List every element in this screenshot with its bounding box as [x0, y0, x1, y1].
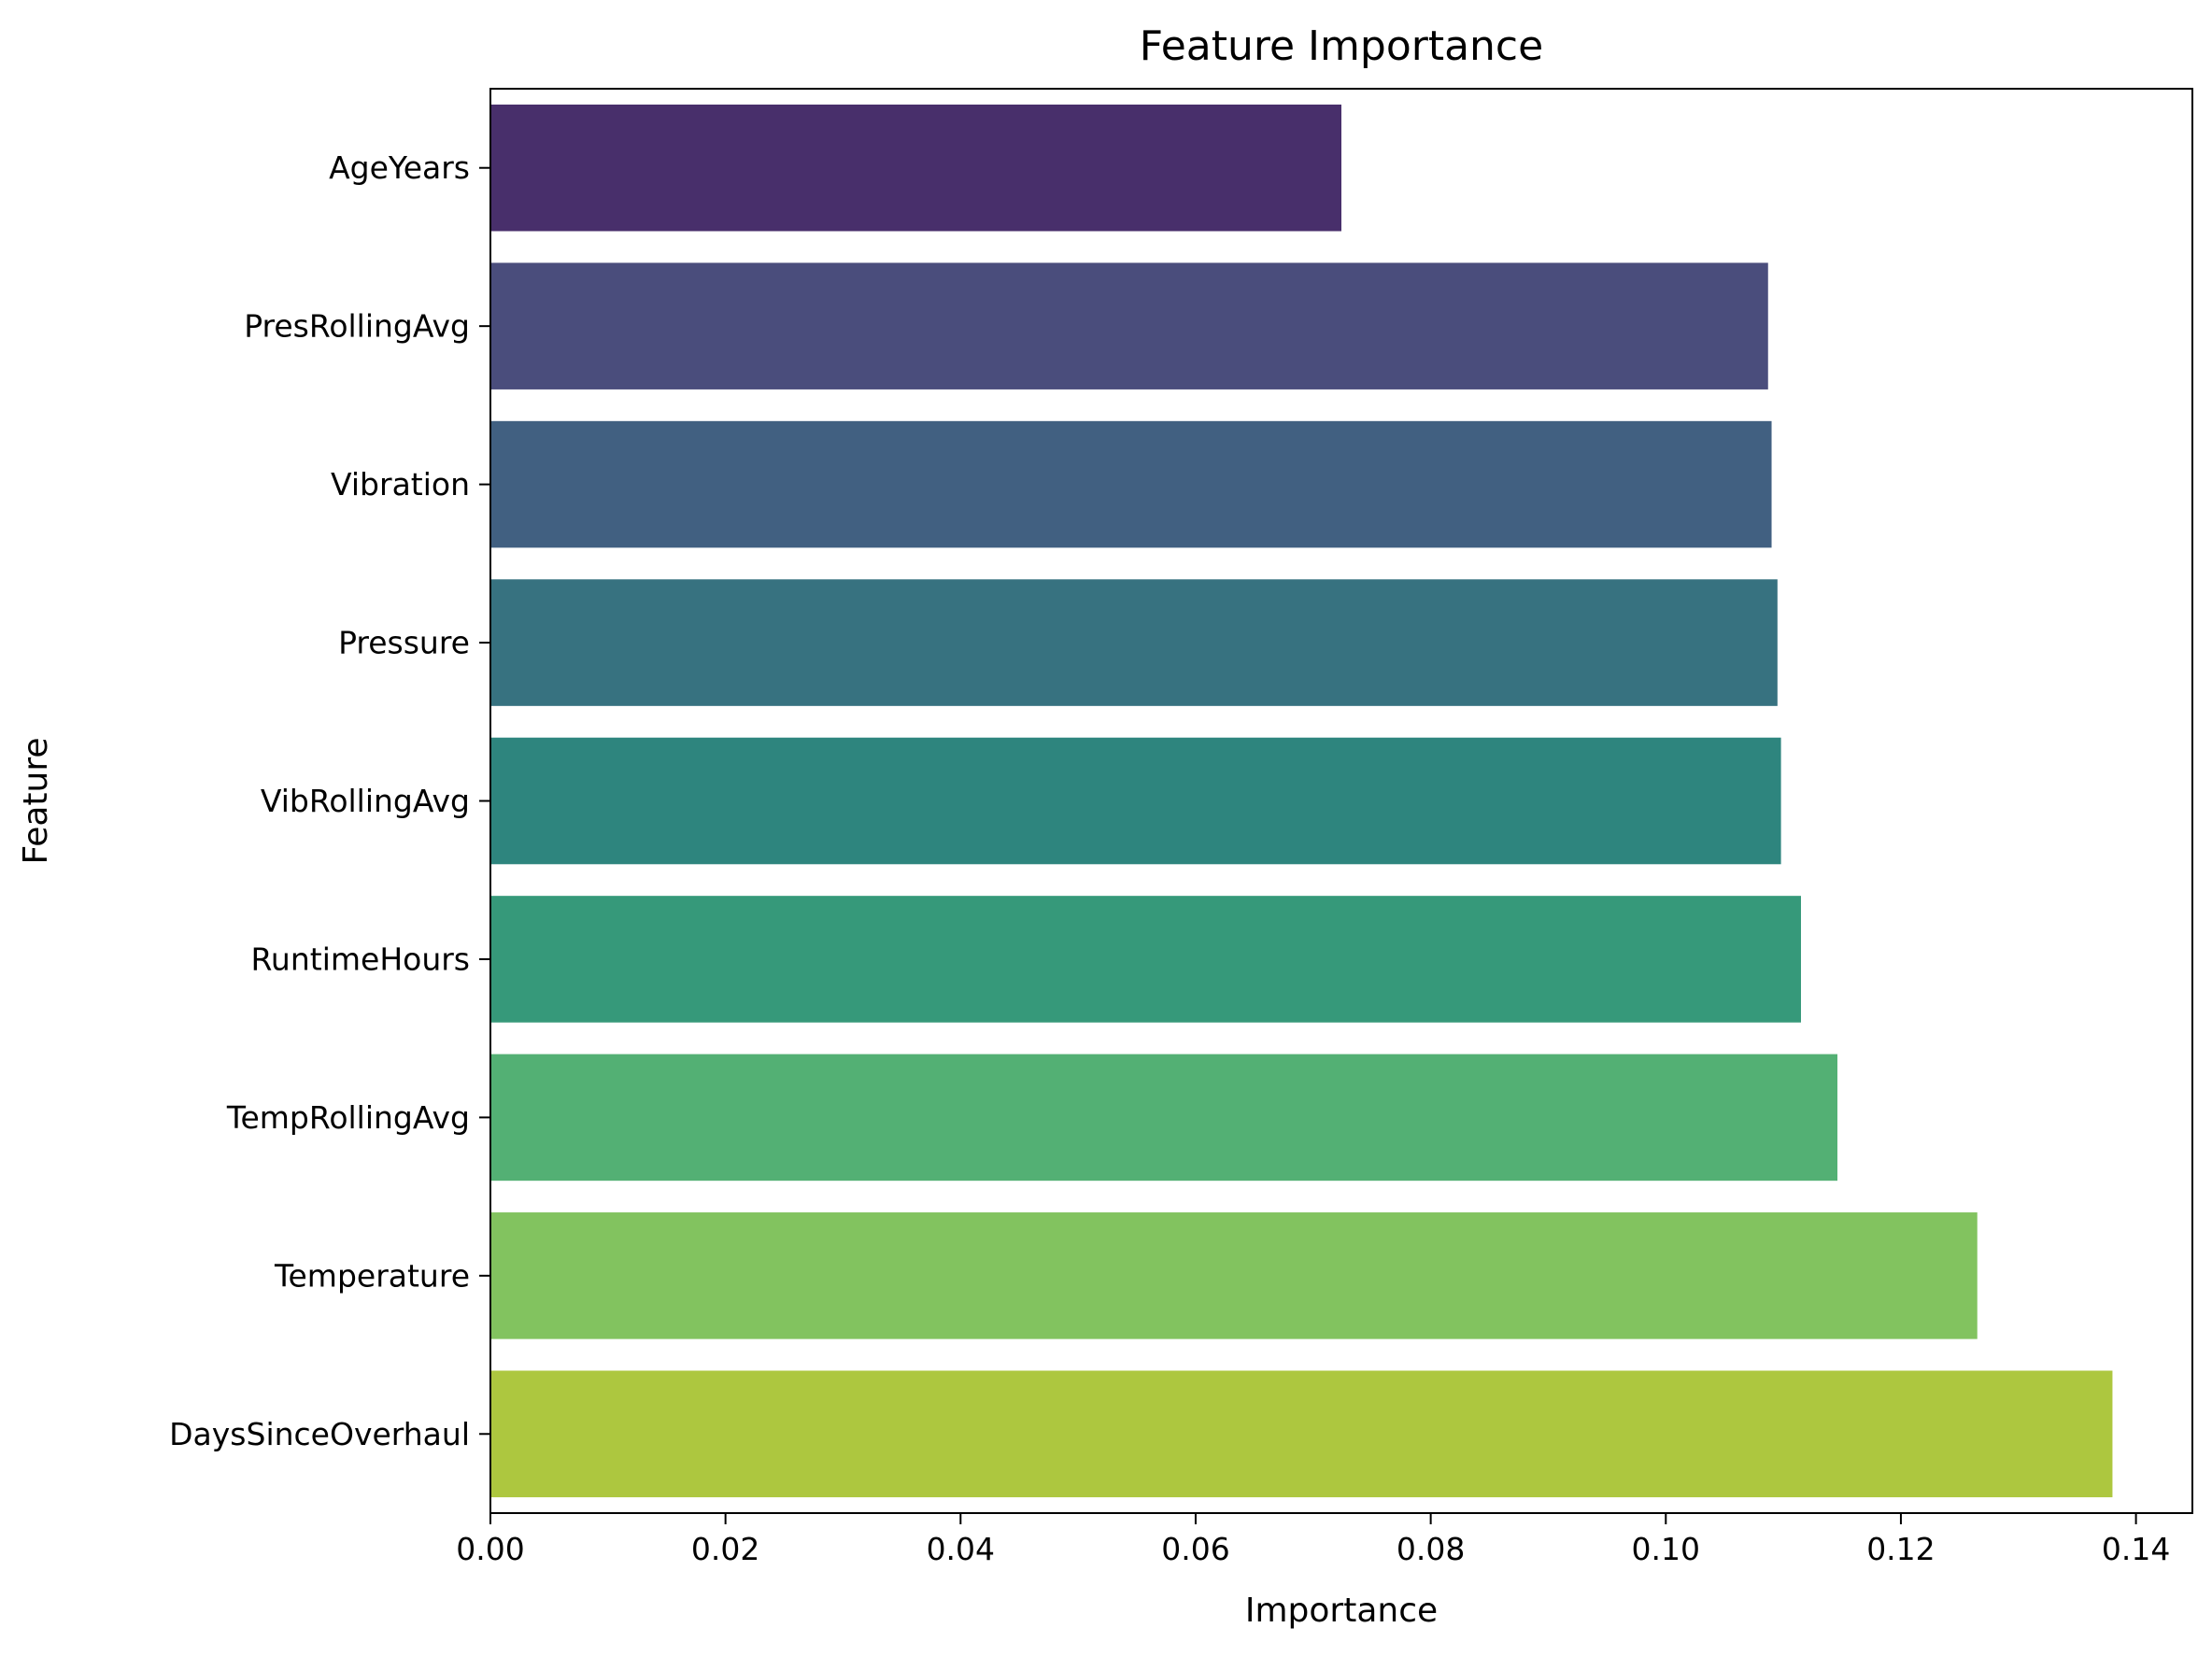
y-tick-label: VibRollingAvg [261, 783, 470, 819]
x-tick-label: 0.04 [927, 1531, 995, 1567]
y-tick-label: Pressure [338, 625, 470, 661]
bar-Temperature [490, 1212, 1978, 1339]
y-tick-label: Vibration [331, 466, 470, 502]
x-tick-label: 0.10 [1632, 1531, 1700, 1567]
bar-VibRollingAvg [490, 737, 1781, 865]
y-tick-label: DaysSinceOverhaul [169, 1416, 470, 1452]
y-tick-label: TempRollingAvg [226, 1099, 470, 1136]
y-axis-ticks: AgeYears PresRollingAvg Vibration Pressure V… [169, 149, 490, 1452]
bar-TempRollingAvg [490, 1054, 1837, 1182]
chart-title: Feature Importance [1140, 22, 1543, 70]
plot-frame [489, 88, 2193, 1514]
y-tick-label: AgeYears [329, 149, 470, 186]
bar-RuntimeHours [490, 896, 1801, 1023]
y-tick-label: Temperature [274, 1257, 470, 1294]
y-tick-label: PresRollingAvg [244, 308, 470, 345]
bar-PresRollingAvg [490, 262, 1768, 389]
x-tick-label: 0.00 [456, 1531, 524, 1567]
bar-DaysSinceOverhaul [490, 1370, 2113, 1498]
x-axis-title: Importance [1245, 1592, 1438, 1630]
bar-AgeYears [490, 104, 1341, 232]
bar-Pressure [490, 579, 1778, 706]
x-tick-label: 0.06 [1161, 1531, 1229, 1567]
y-tick-label: RuntimeHours [250, 941, 470, 977]
bars-group [490, 104, 2113, 1498]
x-axis-ticks: 0.00 0.02 0.04 0.06 0.08 0.10 0.12 0.14 [456, 1513, 2170, 1567]
x-tick-label: 0.12 [1866, 1531, 1935, 1567]
y-axis-title: Feature [17, 737, 55, 864]
bar-Vibration [490, 420, 1772, 548]
x-tick-label: 0.14 [2102, 1531, 2170, 1567]
x-tick-label: 0.08 [1397, 1531, 1465, 1567]
x-tick-label: 0.02 [691, 1531, 759, 1567]
